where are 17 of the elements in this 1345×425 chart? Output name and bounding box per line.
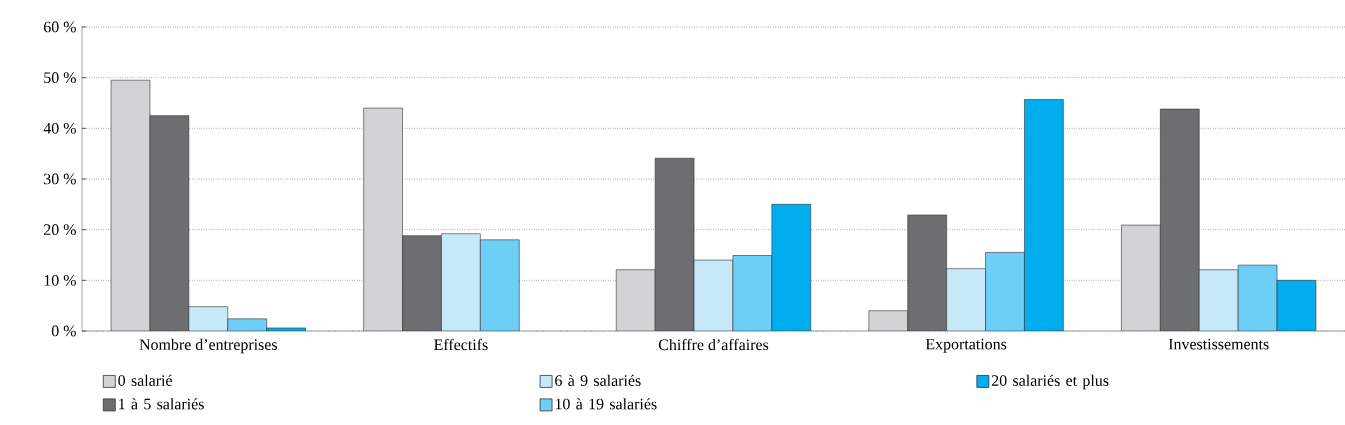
x-tick-label: Nombre d’entreprises bbox=[139, 338, 277, 354]
x-tick-label: Effectifs bbox=[434, 338, 488, 351]
y-tick-label: 50 % bbox=[44, 72, 76, 84]
legend-label: 0 salarié bbox=[118, 374, 172, 386]
x-tick-label: Exportations bbox=[925, 338, 1007, 353]
legend-label: 1 à 5 salariés bbox=[119, 398, 204, 410]
x-tick-label: Chiffre d’affaires bbox=[658, 338, 769, 351]
y-tick-label: 10 % bbox=[44, 274, 76, 286]
legend-label: 10 à 19 salariés bbox=[555, 398, 657, 410]
y-tick-label: 30 % bbox=[44, 173, 76, 185]
y-tick-label: 20 % bbox=[44, 224, 76, 236]
y-tick-label: 40 % bbox=[43, 122, 76, 134]
legend-label: 20 salariés et plus bbox=[991, 374, 1109, 390]
x-tick-label: Investissements bbox=[1168, 338, 1269, 350]
legend-label: 6 à 9 salariés bbox=[555, 374, 641, 386]
y-tick-label: 60 % bbox=[43, 21, 76, 33]
y-tick-label: 0 % bbox=[51, 325, 76, 337]
